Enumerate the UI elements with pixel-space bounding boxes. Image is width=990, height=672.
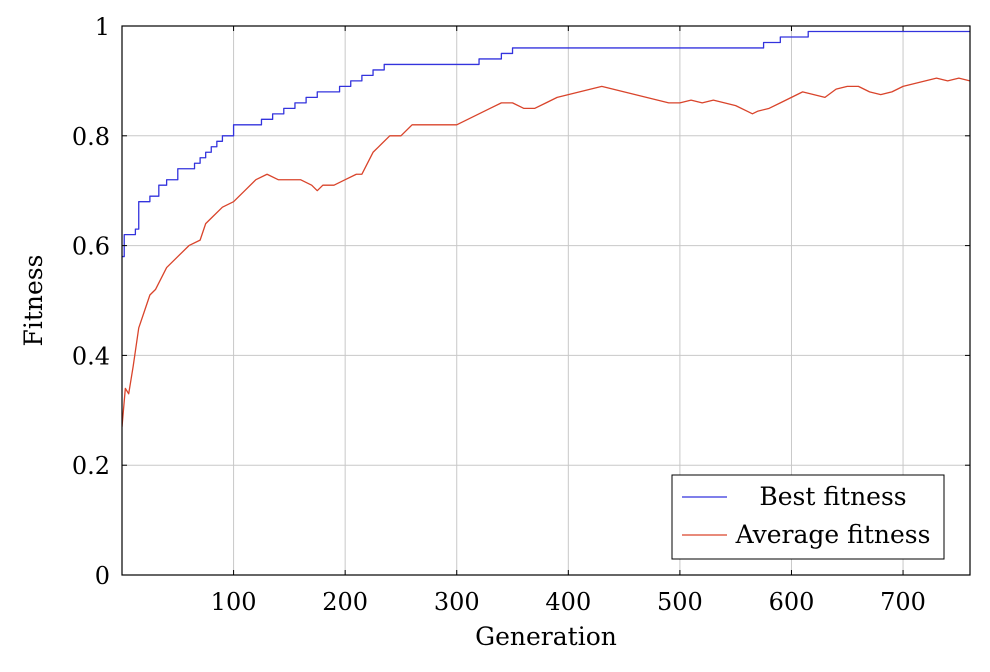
series-line-average-fitness bbox=[122, 77, 970, 427]
x-axis-title: Generation bbox=[475, 622, 617, 651]
plot-frame bbox=[121, 25, 971, 576]
x-tick-label: 600 bbox=[769, 588, 815, 616]
legend-label-best-fitness: Best fitness bbox=[759, 482, 906, 511]
y-tick-label: 1 bbox=[95, 13, 110, 41]
x-tick-label: 400 bbox=[545, 588, 591, 616]
series-line-best-fitness bbox=[122, 30, 970, 258]
legend: Best fitness Average fitness bbox=[671, 474, 945, 560]
y-axis-title: Fitness bbox=[19, 255, 48, 347]
y-tick-label: 0.4 bbox=[72, 342, 110, 370]
tick-labels: 100 200 300 400 500 600 700 0 0.2 0.4 0.6 0.8 1 bbox=[72, 13, 970, 616]
y-tick-label: 0.8 bbox=[72, 123, 110, 151]
legend-box bbox=[671, 474, 945, 560]
x-tick-label: 200 bbox=[322, 588, 368, 616]
x-tick-label: 300 bbox=[434, 588, 480, 616]
x-tick-label: 100 bbox=[211, 588, 257, 616]
y-tick-label: 0 bbox=[95, 562, 110, 590]
y-tick-label: 0.6 bbox=[72, 233, 110, 261]
x-tick-label: 700 bbox=[880, 588, 926, 616]
series-layer bbox=[122, 30, 970, 427]
x-tick-label: 500 bbox=[657, 588, 703, 616]
y-tick-label: 0.2 bbox=[72, 452, 110, 480]
legend-label-average-fitness: Average fitness bbox=[735, 520, 931, 549]
